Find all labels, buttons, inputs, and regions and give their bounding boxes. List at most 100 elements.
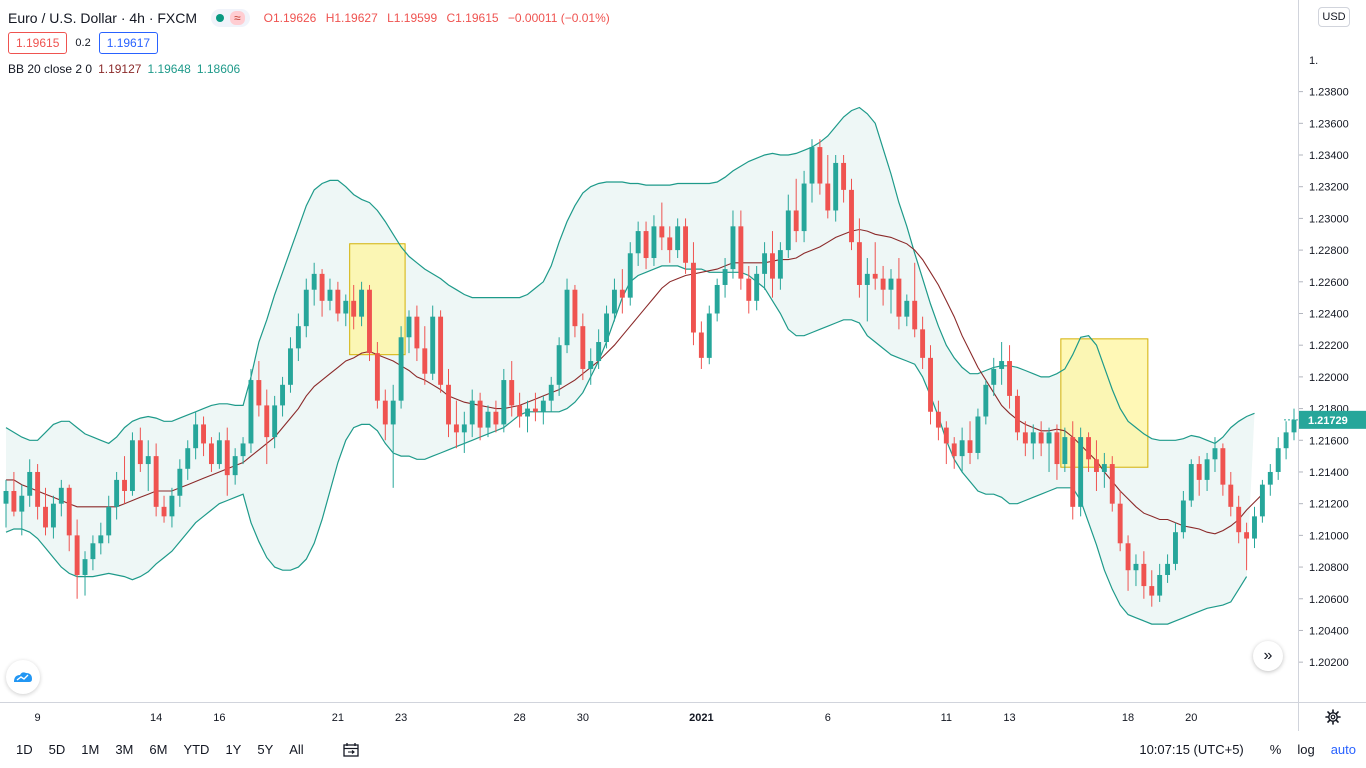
price-tick-label: 1.22000: [1309, 372, 1349, 384]
candle: [193, 411, 199, 460]
price-chart[interactable]: [0, 0, 1298, 702]
price-tick-label: 1.22800: [1309, 245, 1349, 257]
date-range-selector: 1D 5D 1M 3M 6M YTD 1Y 5Y All: [0, 742, 360, 758]
candle-body: [1149, 586, 1155, 596]
candle-body: [762, 253, 768, 274]
chart-pane[interactable]: [0, 0, 1298, 702]
candle-body: [438, 316, 444, 385]
candle: [477, 392, 483, 441]
candle: [398, 326, 404, 409]
auto-scale-toggle[interactable]: auto: [1330, 742, 1356, 757]
candle-body: [145, 456, 151, 465]
candle: [343, 294, 349, 327]
go-to-date-icon[interactable]: [342, 742, 360, 758]
candle-body: [66, 487, 72, 536]
tradingview-logo-icon[interactable]: [6, 660, 40, 694]
candle: [1062, 427, 1068, 472]
range-1m-button[interactable]: 1M: [81, 742, 100, 757]
candle: [572, 284, 578, 338]
candle: [651, 215, 657, 266]
time-axis[interactable]: 9 14 16 21 23 28 30 2021 6 11 13 18 20: [0, 702, 1298, 731]
candle: [280, 376, 286, 417]
price-tick-label: 1.20600: [1309, 594, 1349, 606]
candle: [864, 258, 870, 322]
candle-body: [548, 384, 554, 401]
range-3m-button[interactable]: 3M: [115, 742, 134, 757]
candle: [1173, 522, 1178, 571]
indicator-legend[interactable]: BB 20 close 2 0 1.19127 1.19648 1.18606: [8, 59, 616, 79]
candle: [943, 421, 949, 465]
candle: [74, 519, 80, 599]
candle-body: [683, 226, 689, 263]
range-1y-button[interactable]: 1Y: [225, 742, 242, 757]
candle: [975, 408, 981, 460]
candle: [422, 326, 428, 385]
time-tick-label: 16: [213, 712, 225, 724]
candle-body: [722, 269, 728, 285]
sell-button[interactable]: 1.19615: [8, 32, 68, 54]
candle: [1141, 551, 1147, 599]
clock-timezone[interactable]: 10:07:15 (UTC+5): [1139, 742, 1244, 757]
range-5y-button[interactable]: 5Y: [257, 742, 274, 757]
market-status[interactable]: ≈: [211, 9, 250, 27]
candle: [991, 357, 997, 396]
price-tick-label: 1.23000: [1309, 213, 1349, 225]
candle-body: [1173, 532, 1178, 564]
candle: [754, 265, 760, 311]
candle-body: [1267, 471, 1273, 485]
bottom-toolbar: 1D 5D 1M 3M 6M YTD 1Y 5Y All 10:07:15 (U…: [0, 731, 1366, 768]
candle-body: [1094, 459, 1099, 472]
range-1d-button[interactable]: 1D: [16, 742, 33, 757]
candle-body: [1157, 574, 1163, 596]
candle: [722, 258, 728, 298]
time-tick-label: 18: [1122, 712, 1134, 724]
candle: [1244, 522, 1250, 571]
settings-gear-icon[interactable]: [1298, 702, 1366, 731]
range-6m-button[interactable]: 6M: [149, 742, 168, 757]
candle: [999, 342, 1005, 385]
symbol-title[interactable]: Euro / U.S. Dollar · 4h · FXCM: [8, 10, 198, 26]
candle-body: [596, 342, 602, 362]
candle-body: [872, 273, 878, 279]
price-scale[interactable]: 1. 1.23800 1.23600 1.23400 1.23200 1.23000 1.2…: [1298, 0, 1366, 702]
candle-body: [849, 189, 854, 243]
percent-scale-toggle[interactable]: %: [1269, 742, 1282, 757]
log-scale-toggle[interactable]: log: [1297, 742, 1315, 757]
candle-body: [240, 443, 246, 457]
candle-body: [920, 329, 926, 358]
candle-body: [517, 405, 523, 417]
candle-body: [50, 503, 56, 528]
candle-body: [422, 348, 428, 374]
candle: [698, 321, 704, 369]
candle-body: [1038, 432, 1044, 444]
close-value: C1.19615: [446, 11, 499, 25]
highlight-box-2: [1060, 338, 1149, 468]
candle-body: [58, 487, 64, 504]
candle-body: [1165, 563, 1171, 575]
currency-badge[interactable]: USD: [1318, 7, 1350, 27]
price-tick-label: 1.21600: [1309, 435, 1349, 447]
buy-button[interactable]: 1.19617: [98, 32, 159, 54]
candle-body: [588, 361, 594, 369]
scroll-to-realtime-button[interactable]: »: [1253, 641, 1283, 671]
candle-body: [619, 289, 625, 298]
open-value: O1.19626: [263, 11, 317, 25]
candle: [374, 342, 380, 409]
range-ytd-button[interactable]: YTD: [183, 742, 210, 757]
candle-body: [1062, 437, 1068, 465]
candle: [90, 535, 96, 571]
candle: [1236, 495, 1242, 544]
candle: [248, 368, 254, 453]
candle-body: [90, 543, 96, 560]
price-tick-label: 1.22400: [1309, 308, 1349, 320]
candle-body: [280, 384, 286, 406]
range-all-button[interactable]: All: [289, 742, 304, 757]
candle-body: [635, 231, 641, 254]
candle-body: [1022, 432, 1028, 444]
range-5d-button[interactable]: 5D: [48, 742, 66, 757]
candle: [714, 278, 720, 322]
candle: [303, 278, 309, 338]
candle-body: [1014, 395, 1020, 433]
candle-body: [35, 471, 41, 507]
indicator-upper: 1.19648: [147, 62, 191, 76]
